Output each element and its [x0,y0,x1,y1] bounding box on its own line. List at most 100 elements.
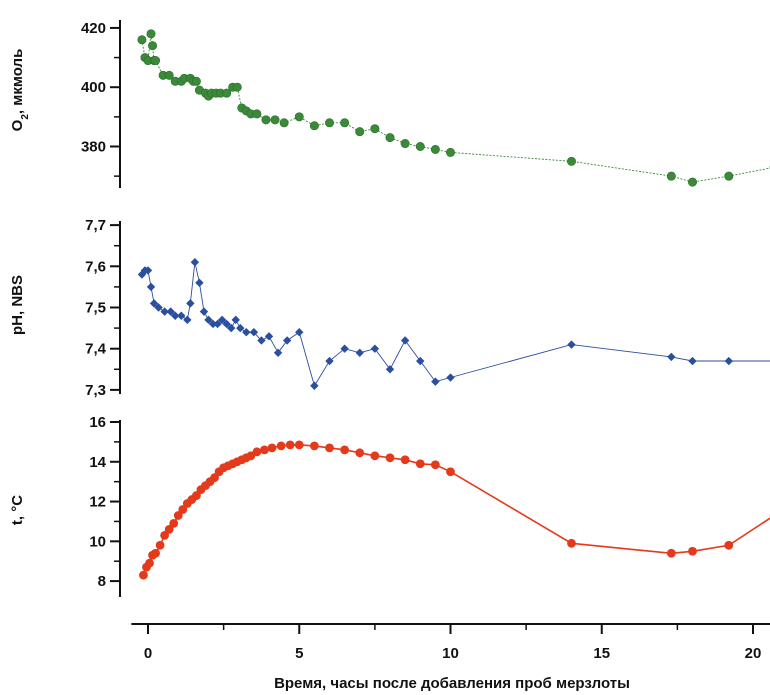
data-point [445,147,455,157]
data-point [273,348,283,358]
data-point [222,88,232,98]
data-point [430,460,440,470]
data-point [724,540,734,550]
data-point [151,56,161,66]
x-tick-label: 5 [295,645,303,662]
y-tick-label: 14 [89,454,106,471]
series-line [141,262,770,387]
data-point [309,441,319,451]
y-axis-title: t, °C [9,495,26,525]
data-point [173,511,183,520]
y-tick-label: 7,5 [85,300,106,317]
data-point [340,118,350,128]
data-point [169,519,179,528]
data-point [164,70,174,80]
y-tick-label: 7,7 [85,217,106,234]
y-axis-title: O2, мкмоль [9,49,31,132]
data-point [294,112,304,122]
data-point [567,340,576,349]
data-point [270,115,280,125]
data-point [257,336,266,345]
data-point [309,121,319,131]
data-point [160,307,169,316]
data-point [217,315,227,325]
data-point [340,344,349,353]
data-point [400,336,410,345]
data-point [355,448,365,458]
data-point [145,558,154,568]
data-point [415,142,425,152]
data-point [149,299,159,308]
data-point [294,440,304,450]
data-point [295,328,304,337]
data-point [687,177,697,187]
data-point [186,299,195,308]
x-axis-title: Время, часы после добавления проб мерзло… [274,675,630,692]
data-point [249,328,259,337]
x-tick-label: 10 [442,645,459,662]
data-point [139,570,148,580]
data-point [385,133,395,143]
panel-0: 380 400 420 O2, мкмоль [9,20,770,188]
data-point [446,373,455,382]
data-point [208,319,218,329]
data-point [177,311,186,320]
data-point [199,307,209,316]
data-point [160,530,170,540]
data-point [183,315,192,325]
y-tick-label: 380 [81,139,106,156]
data-point [252,447,262,457]
data-point [340,445,350,455]
data-point [191,76,201,86]
data-point [190,257,200,267]
data-point [210,473,219,483]
panel-1: 7,3 7,4 7,5 7,6 7,7 pH, NBS [9,217,770,399]
data-point [666,171,676,181]
data-point [667,352,676,362]
data-point [143,266,153,275]
data-point [355,348,364,358]
data-point [155,540,165,550]
data-point [226,323,236,333]
data-point [431,377,440,386]
y-tick-label: 400 [81,79,106,96]
data-point [264,332,274,341]
y-tick-label: 16 [89,414,106,431]
panel-2: 8 10 12 14 16 t, °C [9,414,770,597]
y-tick-label: 8 [98,573,106,590]
data-point [324,118,334,128]
data-point [279,118,289,128]
data-point [285,440,295,450]
data-point [146,282,156,292]
data-point [724,356,733,366]
data-point [204,315,213,325]
data-point [276,441,286,451]
data-point [154,303,163,312]
y-tick-label: 7,4 [85,341,107,358]
data-point [148,41,158,51]
data-point [213,319,222,329]
data-point [282,336,292,345]
data-point [261,115,271,125]
data-point [370,451,380,461]
data-point [688,546,697,556]
data-point [222,319,231,329]
data-point [267,443,277,453]
x-axis: 0 5 10 15 20 Время, часы после добавления про… [131,623,770,692]
data-point [146,29,156,39]
data-point [370,124,380,134]
data-point [566,156,576,166]
data-point [151,548,160,558]
data-point [325,356,334,366]
data-point [385,453,395,463]
x-tick-label: 15 [593,645,610,662]
data-point [252,109,262,119]
data-point [166,307,175,316]
data-point [446,467,455,477]
data-point [688,356,697,366]
data-point [325,443,334,453]
data-point [355,127,365,137]
data-point [242,328,251,337]
y-tick-label: 7,3 [85,382,106,399]
